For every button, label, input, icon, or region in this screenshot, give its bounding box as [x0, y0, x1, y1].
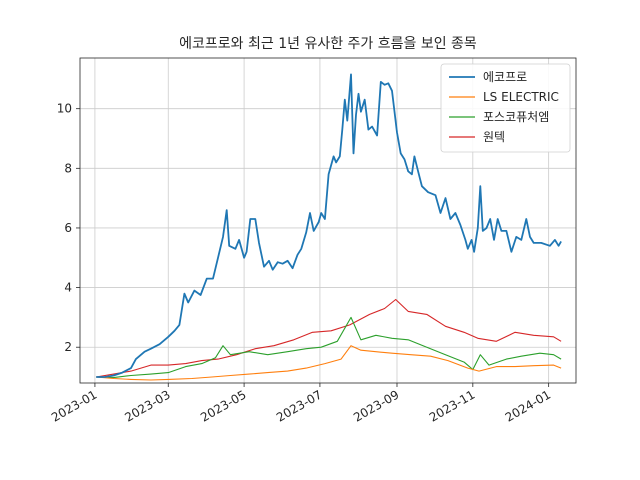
- y-tick-label: 6: [64, 221, 72, 235]
- legend-box: [440, 63, 571, 153]
- plot-frame: [79, 57, 577, 384]
- legend-label: 포스코퓨처엠: [483, 110, 549, 124]
- series-line-0: [96, 73, 562, 378]
- legend-label: 에코프로: [483, 70, 527, 84]
- series-layer: [96, 73, 562, 381]
- series-line-3: [96, 298, 562, 378]
- series-line-2: [96, 316, 562, 379]
- y-tick-label: 2: [64, 340, 72, 354]
- grid-layer: [80, 58, 576, 383]
- y-tick-label: 4: [64, 281, 72, 295]
- y-tick-label: 8: [64, 161, 72, 175]
- series-line-1: [96, 345, 562, 381]
- legend-label: 원텍: [483, 130, 505, 144]
- chart-title: 에코프로와 최근 1년 유사한 주가 흐름을 보인 종목: [179, 36, 477, 52]
- legend-label: LS ELECTRIC: [483, 90, 559, 104]
- y-tick-label: 10: [57, 102, 72, 116]
